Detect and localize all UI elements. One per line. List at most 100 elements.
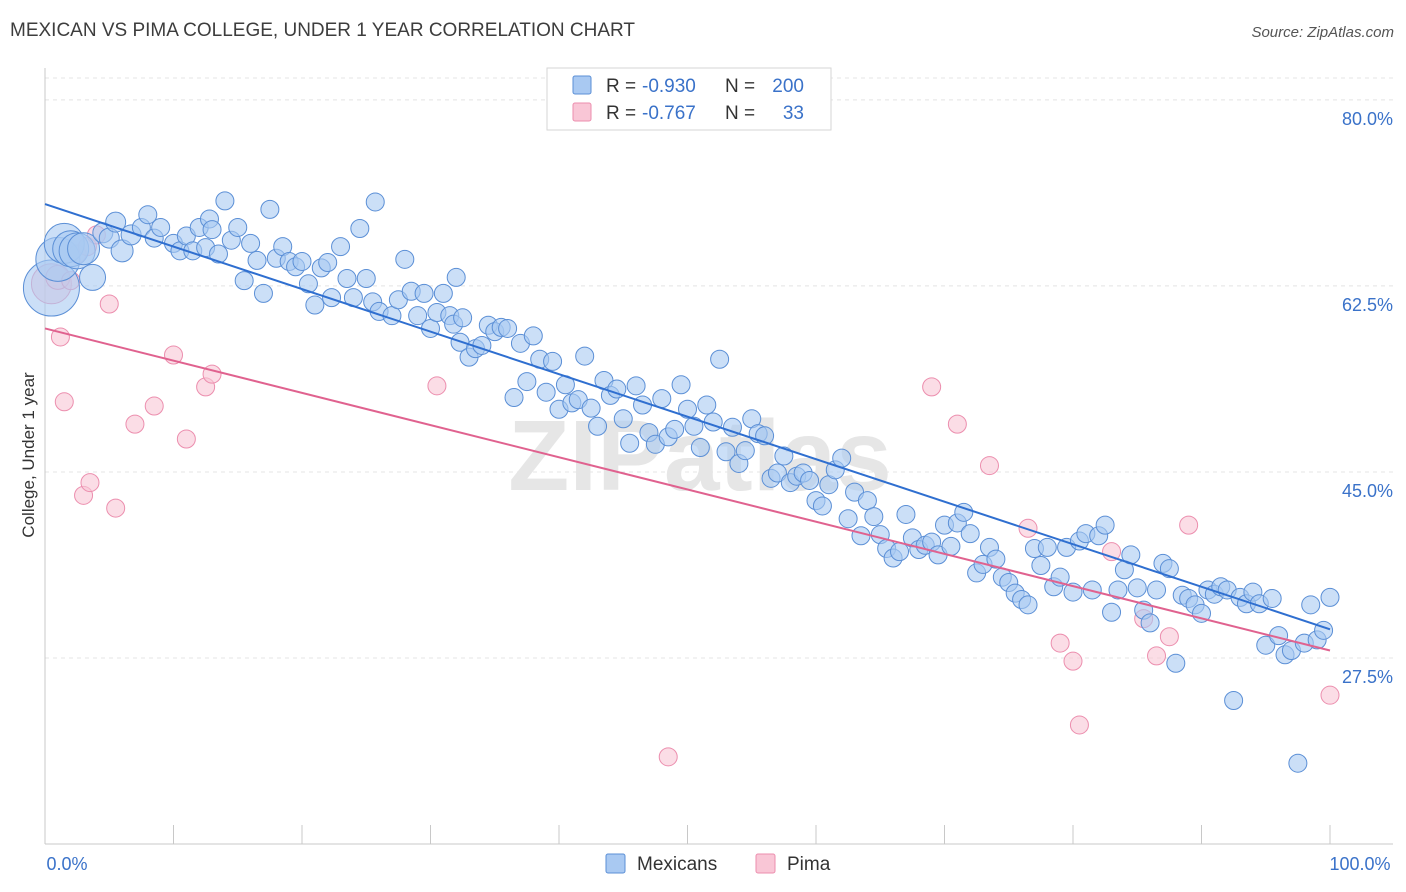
point-mexicans bbox=[543, 351, 563, 371]
point-mexicans bbox=[151, 217, 171, 237]
stats-n-label-pima: N = bbox=[725, 103, 755, 124]
point-mexicans bbox=[581, 398, 601, 418]
point-pima bbox=[99, 294, 119, 314]
point-pima bbox=[658, 747, 678, 767]
point-mexicans bbox=[1288, 753, 1308, 773]
point-mexicans bbox=[1102, 602, 1122, 622]
point-mexicans bbox=[678, 399, 697, 419]
point-mexicans bbox=[365, 192, 385, 212]
point-mexicans bbox=[253, 283, 273, 303]
point-mexicans bbox=[1262, 588, 1282, 608]
point-mexicans bbox=[446, 267, 466, 287]
point-mexicans bbox=[1224, 690, 1244, 710]
point-pima bbox=[947, 414, 967, 434]
x-tick-label-min: 0.0% bbox=[46, 854, 87, 874]
point-mexicans bbox=[620, 433, 640, 453]
x-tick-marks bbox=[44, 825, 1331, 844]
point-mexicans bbox=[517, 372, 537, 392]
point-mexicans bbox=[735, 441, 755, 461]
point-mexicans bbox=[1127, 578, 1147, 598]
y-tick-label: 45.0% bbox=[1342, 481, 1393, 501]
legend-swatch-mexicans[interactable] bbox=[605, 853, 626, 874]
chart-source: Source: ZipAtlas.com bbox=[1251, 24, 1394, 41]
point-mexicans bbox=[356, 268, 376, 288]
point-mexicans bbox=[414, 283, 434, 303]
point-mexicans bbox=[890, 542, 910, 562]
point-pima bbox=[1179, 515, 1199, 535]
trendline-pima bbox=[44, 327, 1331, 652]
stats-n-label-mexicans: N = bbox=[725, 76, 755, 97]
x-tick-label-max: 100.0% bbox=[1329, 854, 1390, 874]
point-mexicans bbox=[138, 205, 158, 225]
point-mexicans bbox=[812, 496, 832, 516]
point-mexicans bbox=[498, 318, 518, 338]
stats-swatch-mexicans bbox=[572, 75, 592, 95]
point-mexicans bbox=[408, 306, 428, 326]
stats-n-value-mexicans: 200 bbox=[772, 76, 804, 97]
point-mexicans bbox=[234, 271, 254, 291]
point-mexicans bbox=[1301, 595, 1321, 615]
y-axis-title: College, Under 1 year bbox=[19, 372, 38, 538]
legend-swatch-pima[interactable] bbox=[755, 853, 776, 874]
legend-label-mexicans[interactable]: Mexicans bbox=[637, 854, 717, 875]
point-mexicans bbox=[588, 416, 608, 436]
point-mexicans bbox=[1147, 580, 1167, 600]
point-mexicans bbox=[1095, 515, 1115, 535]
point-mexicans bbox=[260, 199, 280, 219]
point-mexicans bbox=[857, 491, 877, 511]
point-mexicans bbox=[318, 253, 338, 273]
trendline-mexicans bbox=[44, 203, 1331, 631]
point-mexicans bbox=[767, 463, 787, 483]
point-mexicans bbox=[241, 233, 261, 253]
point-pima bbox=[144, 396, 164, 416]
point-pima bbox=[125, 414, 145, 434]
point-mexicans bbox=[298, 274, 318, 294]
point-mexicans bbox=[453, 308, 473, 328]
point-mexicans bbox=[774, 446, 794, 466]
point-mexicans bbox=[504, 388, 524, 408]
point-mexicans bbox=[722, 417, 742, 437]
point-mexicans bbox=[851, 526, 871, 546]
stats-swatch-pima bbox=[572, 102, 592, 122]
legend-label-pima[interactable]: Pima bbox=[787, 854, 831, 875]
point-mexicans bbox=[395, 249, 415, 269]
point-mexicans bbox=[79, 263, 107, 291]
point-mexicans bbox=[800, 470, 820, 490]
point-mexicans bbox=[1018, 595, 1038, 615]
point-pima bbox=[427, 376, 447, 396]
y-tick-label: 62.5% bbox=[1342, 295, 1393, 315]
y-tick-label: 80.0% bbox=[1342, 109, 1393, 129]
point-pima bbox=[176, 429, 196, 449]
y-tick-label: 27.5% bbox=[1342, 667, 1393, 687]
point-pima bbox=[922, 377, 942, 397]
y-tick-labels: 27.5% 45.0% 62.5% 80.0% bbox=[1342, 109, 1393, 687]
point-pima bbox=[80, 473, 100, 493]
point-mexicans bbox=[665, 419, 685, 439]
point-mexicans bbox=[1166, 653, 1186, 673]
point-mexicans bbox=[305, 295, 325, 315]
point-pima bbox=[979, 456, 999, 476]
point-mexicans bbox=[710, 349, 730, 369]
point-pima bbox=[1320, 685, 1340, 705]
point-mexicans bbox=[671, 375, 691, 395]
point-mexicans bbox=[690, 437, 710, 457]
trend-layer bbox=[44, 203, 1331, 652]
point-mexicans bbox=[536, 382, 556, 402]
point-mexicans bbox=[322, 288, 342, 308]
point-mexicans bbox=[1108, 580, 1128, 600]
point-mexicans bbox=[684, 416, 704, 436]
point-mexicans bbox=[864, 507, 884, 527]
point-mexicans bbox=[954, 502, 974, 522]
point-pima bbox=[1050, 633, 1070, 653]
point-mexicans bbox=[1320, 587, 1340, 607]
point-mexicans bbox=[331, 237, 351, 257]
point-mexicans bbox=[433, 283, 453, 303]
point-pima bbox=[106, 498, 126, 518]
point-pima bbox=[1018, 518, 1038, 538]
point-mexicans bbox=[626, 376, 646, 396]
stats-legend-box bbox=[546, 67, 832, 131]
point-mexicans bbox=[1159, 559, 1179, 579]
point-mexicans bbox=[832, 448, 852, 468]
point-mexicans bbox=[67, 232, 101, 266]
